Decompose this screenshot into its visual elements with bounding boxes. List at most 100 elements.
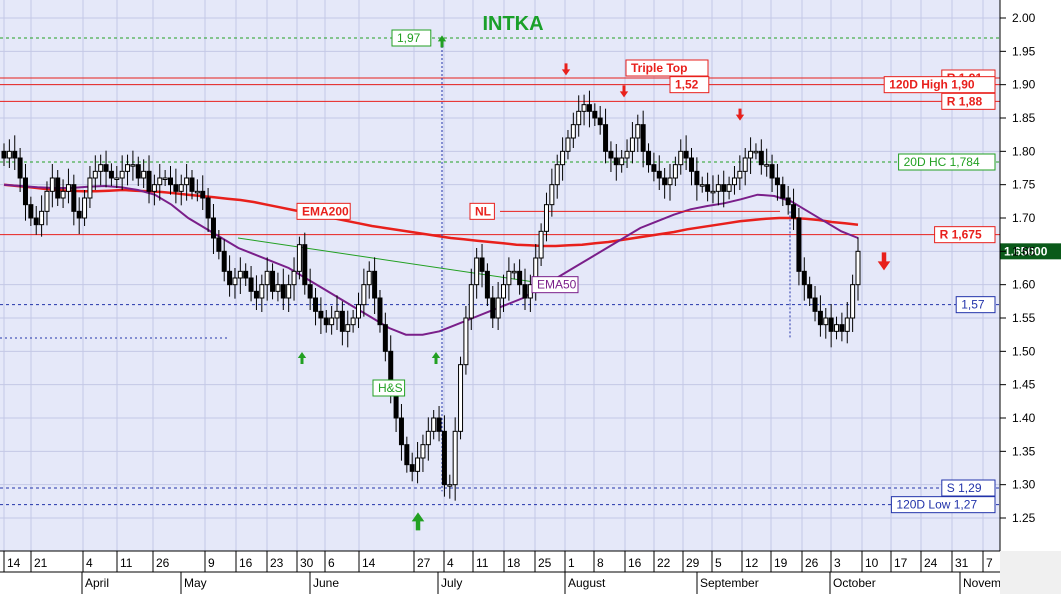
level-1-57-label: 1,57 bbox=[961, 298, 985, 312]
candle-body bbox=[114, 177, 120, 180]
high-120d-label-box bbox=[883, 76, 996, 94]
candle-body bbox=[366, 270, 372, 286]
candle-body bbox=[345, 324, 351, 332]
r-1-675-label-box bbox=[934, 226, 996, 244]
candle-body bbox=[33, 217, 39, 226]
x-tick-label: 4 bbox=[447, 556, 454, 570]
month-label: April bbox=[85, 576, 109, 590]
y-tick-label: 1.45 bbox=[1012, 378, 1036, 392]
month-label: Novem bbox=[963, 576, 1001, 590]
x-tick-label: 1 bbox=[568, 556, 575, 570]
candle-body bbox=[49, 177, 55, 192]
candle-body bbox=[592, 110, 598, 119]
candle-body bbox=[382, 324, 388, 352]
candle-body bbox=[323, 317, 329, 326]
arrow-up-icon bbox=[437, 35, 447, 48]
x-tick-label: 26 bbox=[156, 556, 170, 570]
candle-body bbox=[705, 184, 711, 192]
candle-body bbox=[662, 177, 668, 186]
x-tick-label: 7 bbox=[986, 556, 993, 570]
candle-body bbox=[629, 137, 635, 152]
candle-body bbox=[162, 177, 168, 180]
candle-body bbox=[6, 150, 12, 159]
candle-body bbox=[501, 284, 507, 299]
r-1-675-label: R 1,675 bbox=[940, 228, 982, 242]
candle-body bbox=[404, 444, 410, 466]
y-tick-label: 1.80 bbox=[1012, 144, 1036, 158]
candle-body bbox=[98, 164, 104, 172]
candle-body bbox=[807, 284, 813, 299]
candle-body bbox=[828, 317, 834, 332]
x-tick-label: 11 bbox=[476, 556, 489, 570]
month-label: May bbox=[184, 576, 207, 590]
candle-body bbox=[232, 277, 238, 286]
candle-body bbox=[549, 184, 555, 206]
plot-background bbox=[0, 0, 1000, 551]
candle-body bbox=[296, 244, 302, 272]
low-120d-label-box bbox=[890, 496, 996, 514]
candle-body bbox=[855, 250, 861, 286]
candle-body bbox=[474, 257, 480, 286]
candle-body bbox=[425, 430, 431, 446]
candle-body bbox=[55, 177, 61, 199]
x-tick-label: 29 bbox=[686, 556, 700, 570]
candle-body bbox=[76, 210, 82, 219]
y-tick-label: 1.35 bbox=[1012, 444, 1036, 458]
y-tick-label: 1.95 bbox=[1012, 44, 1036, 58]
candle-body bbox=[221, 250, 227, 272]
candle-body bbox=[624, 150, 630, 159]
level-1-57-label-box bbox=[955, 296, 996, 314]
triple-top-label-box bbox=[625, 59, 709, 77]
candle-body bbox=[135, 164, 141, 179]
hc-20d-label: 20D HC 1,784 bbox=[904, 155, 980, 169]
candle-body bbox=[538, 230, 544, 259]
x-tick-label: 16 bbox=[239, 556, 253, 570]
nl-label: NL bbox=[475, 204, 491, 218]
candle-body bbox=[678, 150, 684, 166]
ema50-label: EMA50 bbox=[537, 278, 577, 292]
candle-body bbox=[409, 464, 415, 472]
candle-body bbox=[463, 317, 469, 366]
candle-body bbox=[189, 177, 195, 192]
arrow-up-icon bbox=[411, 512, 425, 531]
candle-body bbox=[318, 310, 324, 319]
candle-body bbox=[458, 364, 464, 432]
arrow-down-icon bbox=[735, 108, 745, 121]
candle-body bbox=[511, 270, 517, 274]
candle-body bbox=[119, 170, 125, 179]
ema200-label-box bbox=[296, 202, 351, 220]
chart-title: INTKA bbox=[482, 13, 543, 35]
x-tick-label: 5 bbox=[715, 556, 722, 570]
candle-body bbox=[517, 270, 523, 286]
candle-body bbox=[184, 177, 190, 186]
candle-body bbox=[313, 297, 319, 312]
candle-body bbox=[259, 284, 265, 299]
candle-body bbox=[560, 150, 566, 166]
candle-body bbox=[619, 157, 625, 166]
candle-body bbox=[44, 190, 50, 212]
candle-body bbox=[554, 164, 560, 186]
candle-body bbox=[839, 324, 845, 332]
candle-body bbox=[506, 270, 512, 286]
candle-body bbox=[780, 184, 786, 199]
arrow-up-icon bbox=[431, 352, 441, 364]
candle-body bbox=[731, 177, 737, 186]
candle-body bbox=[157, 177, 163, 186]
candle-body bbox=[844, 317, 850, 332]
candle-body bbox=[603, 124, 609, 152]
candle-body bbox=[764, 164, 770, 167]
candle-body bbox=[210, 217, 216, 239]
y-tick-label: 1.65 bbox=[1012, 244, 1036, 258]
x-tick-label: 18 bbox=[507, 556, 521, 570]
candle-body bbox=[200, 190, 206, 199]
candle-body bbox=[12, 150, 18, 159]
ema50-line bbox=[3, 183, 859, 336]
candle-body bbox=[726, 184, 732, 192]
candle-body bbox=[237, 270, 243, 279]
candle-body bbox=[447, 484, 453, 487]
x-tick-label: 27 bbox=[417, 556, 431, 570]
candle-body bbox=[441, 430, 447, 486]
candle-body bbox=[699, 184, 705, 187]
candles bbox=[1, 90, 861, 501]
candle-body bbox=[436, 417, 442, 432]
